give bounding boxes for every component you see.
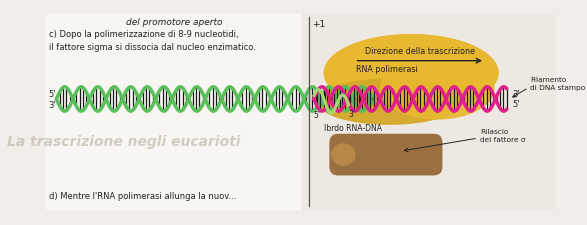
Bar bbox=[302, 15, 556, 210]
Text: La trascrizione negli eucarioti: La trascrizione negli eucarioti bbox=[8, 134, 241, 148]
Text: 5': 5' bbox=[512, 99, 519, 108]
Text: d) Mentre l'RNA polimerasi allunga la nuov...: d) Mentre l'RNA polimerasi allunga la nu… bbox=[49, 191, 237, 200]
Text: del promotore aperto: del promotore aperto bbox=[126, 18, 222, 27]
Text: 3': 3' bbox=[512, 90, 519, 99]
Ellipse shape bbox=[381, 59, 494, 119]
Text: 3': 3' bbox=[49, 100, 56, 109]
Ellipse shape bbox=[318, 80, 461, 125]
Ellipse shape bbox=[331, 144, 356, 166]
Text: 5': 5' bbox=[313, 111, 320, 120]
Text: Direzione della trascrizione: Direzione della trascrizione bbox=[365, 47, 475, 56]
Text: Filamento
di DNA stampo: Filamento di DNA stampo bbox=[530, 77, 585, 91]
Text: 3': 3' bbox=[349, 109, 356, 118]
Text: RNA polimerasi: RNA polimerasi bbox=[356, 65, 418, 74]
Ellipse shape bbox=[324, 36, 498, 112]
Text: 5': 5' bbox=[49, 90, 56, 99]
Text: +1: +1 bbox=[312, 20, 325, 29]
Text: Rilascio
del fattore σ: Rilascio del fattore σ bbox=[480, 128, 525, 142]
Text: c) Dopo la polimerizzazione di 8-9 nucleotidi,
il fattore sigma si dissocia dal : c) Dopo la polimerizzazione di 8-9 nucle… bbox=[49, 30, 257, 52]
Text: Ibrdo RNA-DNA: Ibrdo RNA-DNA bbox=[324, 124, 382, 133]
Bar bbox=[46, 15, 302, 210]
FancyBboxPatch shape bbox=[329, 134, 443, 176]
